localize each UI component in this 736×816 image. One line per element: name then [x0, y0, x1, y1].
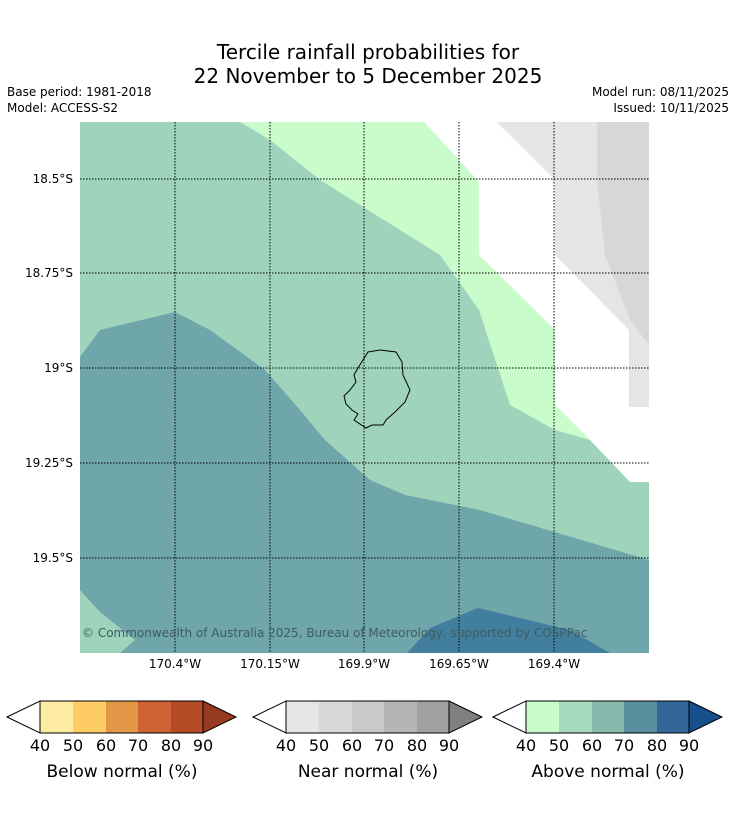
legend-below-swatch-4	[138, 701, 171, 733]
lat-label-19-25: 19.25°S	[25, 456, 73, 470]
lat-label-19: 19°S	[44, 361, 73, 375]
issued-date: Issued: 10/11/2025	[613, 101, 729, 115]
legend-below-tick-80: 80	[160, 736, 182, 755]
legend-near-title: Near normal (%)	[297, 762, 439, 782]
lon-label-169-65: 169.65°W	[429, 657, 489, 671]
legend-above-swatch-3	[592, 701, 624, 733]
legend-near-swatch-4	[384, 701, 417, 733]
legend-near-tick-40: 40	[275, 736, 297, 755]
legend-below-title: Below normal (%)	[46, 762, 198, 782]
copyright-note: © Commonwealth of Australia 2025, Bureau…	[82, 626, 587, 640]
legend-above-tick-60: 60	[581, 736, 603, 755]
legend-above-tick-80: 80	[646, 736, 668, 755]
legend-above-swatch-2	[559, 701, 592, 733]
legend-near-tick-80: 80	[406, 736, 428, 755]
model-name: Model: ACCESS-S2	[7, 101, 119, 115]
region-near-60	[597, 122, 649, 345]
legend-near-swatch-1	[286, 701, 319, 733]
legend-near-swatch-2	[319, 701, 352, 733]
legend-near-swatch-0	[252, 700, 287, 734]
legend-near-tick-50: 50	[308, 736, 330, 755]
region-above-80	[407, 608, 610, 653]
legend-below-tick-50: 50	[62, 736, 84, 755]
lon-label-169-9: 169.9°W	[337, 657, 391, 671]
legend-above-title: Above normal (%)	[531, 762, 685, 782]
model-run: Model run: 08/11/2025	[591, 85, 729, 99]
legend-below-swatch-2	[73, 701, 106, 733]
lon-label-170-15: 170.15°W	[240, 657, 300, 671]
legend-below-swatch-3	[106, 701, 138, 733]
legend-near-swatch-3	[352, 701, 384, 733]
graticule	[80, 122, 649, 653]
legend-below-tick-60: 60	[95, 736, 117, 755]
legend-above-tick-50: 50	[548, 736, 570, 755]
legend-above-swatch-1	[526, 701, 559, 733]
legend-above-tick-70: 70	[613, 736, 635, 755]
base-period: Base period: 1981-2018	[7, 85, 152, 99]
legend-near-swatch-5	[417, 701, 449, 733]
legend-below-swatch-0	[6, 700, 41, 734]
legend-above-swatch-4	[624, 701, 657, 733]
legend-above-swatch-0	[492, 700, 527, 734]
lat-label-19-5: 19.5°S	[32, 551, 73, 565]
legend-below-swatch-6	[202, 700, 238, 734]
legend-below-colorbar	[6, 700, 238, 734]
region-above-40	[240, 122, 590, 440]
legend-above-tick-90: 90	[678, 736, 700, 755]
legend-above-swatch-5	[657, 701, 689, 733]
legend-below-tick-90: 90	[192, 736, 214, 755]
legend-near-colorbar	[252, 700, 484, 734]
legend-near-tick-90: 90	[438, 736, 460, 755]
legend-near-tick-60: 60	[341, 736, 363, 755]
lat-label-18-5: 18.5°S	[32, 172, 73, 186]
map-title-line2: 22 November to 5 December 2025	[193, 64, 543, 88]
region-above-50-sw	[80, 590, 135, 653]
legend-below-tick-40: 40	[29, 736, 51, 755]
lon-label-169-4: 169.4°W	[527, 657, 581, 671]
legend-above-tick-40: 40	[515, 736, 537, 755]
legend-near-swatch-6	[448, 700, 484, 734]
legend-below-tick-70: 70	[127, 736, 149, 755]
legend-near-tick-70: 70	[373, 736, 395, 755]
legend-above-swatch-6	[688, 700, 724, 734]
lat-label-18-75: 18.75°S	[25, 266, 73, 280]
legend-above-colorbar	[492, 700, 724, 734]
map-title-line1: Tercile rainfall probabilities for	[216, 40, 520, 64]
legend-below-swatch-1	[40, 701, 73, 733]
lon-label-170-4: 170.4°W	[148, 657, 202, 671]
legend-below-swatch-5	[171, 701, 203, 733]
